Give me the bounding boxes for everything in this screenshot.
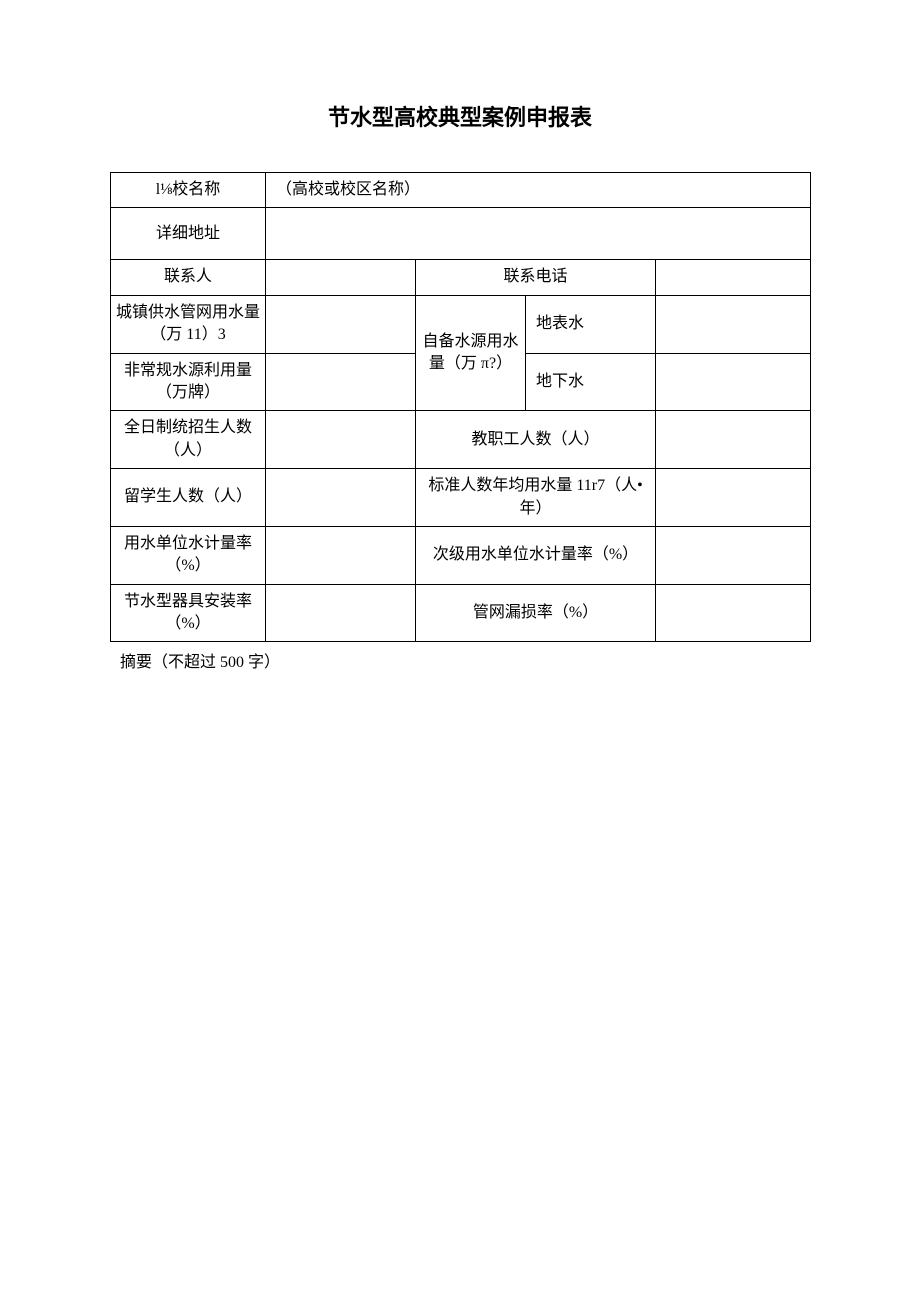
staff-count-label: 教职工人数（人） xyxy=(416,411,656,469)
urban-water-value xyxy=(266,295,416,353)
surface-water-value xyxy=(656,295,811,353)
fulltime-students-value xyxy=(266,411,416,469)
contact-phone-value xyxy=(656,260,811,295)
table-row: 节水型器具安装率（%） 管网漏损率（%） xyxy=(111,584,811,642)
surface-water-label: 地表水 xyxy=(526,295,656,353)
water-saving-device-label: 节水型器具安装率（%） xyxy=(111,584,266,642)
self-water-label: 自备水源用水量（万 π?） xyxy=(416,295,526,411)
table-row: 留学生人数（人） 标准人数年均用水量 11r7（人•年） xyxy=(111,469,811,527)
water-meter-rate-value xyxy=(266,526,416,584)
pipe-leak-rate-value xyxy=(656,584,811,642)
contact-person-label: 联系人 xyxy=(111,260,266,295)
intl-students-value xyxy=(266,469,416,527)
ground-water-value xyxy=(656,353,811,411)
address-value xyxy=(266,208,811,260)
contact-phone-label: 联系电话 xyxy=(416,260,656,295)
pipe-leak-rate-label: 管网漏损率（%） xyxy=(416,584,656,642)
avg-water-use-label: 标准人数年均用水量 11r7（人•年） xyxy=(416,469,656,527)
table-row: 城镇供水管网用水量（万 11）3 自备水源用水量（万 π?） 地表水 xyxy=(111,295,811,353)
unconventional-water-label: 非常规水源利用量（万牌） xyxy=(111,353,266,411)
table-row: l⅛校名称 （高校或校区名称） xyxy=(111,173,811,208)
school-name-label: l⅛校名称 xyxy=(111,173,266,208)
page-title: 节水型高校典型案例申报表 xyxy=(110,100,810,132)
application-form-table: l⅛校名称 （高校或校区名称） 详细地址 联系人 联系电话 城镇供水管网用水量（… xyxy=(110,172,811,642)
water-saving-device-value xyxy=(266,584,416,642)
abstract-note: 摘要（不超过 500 字） xyxy=(120,648,810,672)
unconventional-water-value xyxy=(266,353,416,411)
table-row: 用水单位水计量率（%） 次级用水单位水计量率（%） xyxy=(111,526,811,584)
urban-water-label: 城镇供水管网用水量（万 11）3 xyxy=(111,295,266,353)
secondary-meter-rate-label: 次级用水单位水计量率（%） xyxy=(416,526,656,584)
secondary-meter-rate-value xyxy=(656,526,811,584)
fulltime-students-label: 全日制统招生人数（人） xyxy=(111,411,266,469)
intl-students-label: 留学生人数（人） xyxy=(111,469,266,527)
contact-person-value xyxy=(266,260,416,295)
table-row: 全日制统招生人数（人） 教职工人数（人） xyxy=(111,411,811,469)
ground-water-label: 地下水 xyxy=(526,353,656,411)
address-label: 详细地址 xyxy=(111,208,266,260)
water-meter-rate-label: 用水单位水计量率（%） xyxy=(111,526,266,584)
table-row: 详细地址 xyxy=(111,208,811,260)
avg-water-use-value xyxy=(656,469,811,527)
table-row: 联系人 联系电话 xyxy=(111,260,811,295)
staff-count-value xyxy=(656,411,811,469)
school-name-value: （高校或校区名称） xyxy=(266,173,811,208)
